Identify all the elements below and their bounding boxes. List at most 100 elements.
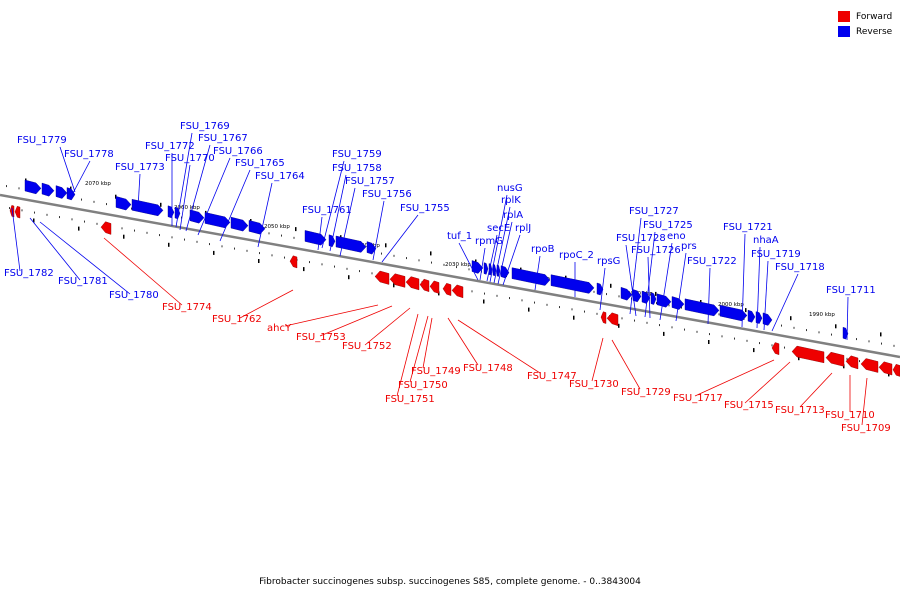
reverse-gene-arrow	[641, 290, 651, 304]
gene-label-forward: FSU_1749	[411, 366, 461, 377]
gene-label-reverse: secE	[487, 223, 510, 234]
scale-label: 2010 kbp	[627, 291, 653, 297]
reverse-gene-arrow	[41, 182, 55, 197]
gene-label-reverse: rplK	[501, 195, 521, 206]
tick-dot	[21, 209, 23, 212]
reverse-gene-arrow	[204, 212, 231, 229]
gene-label-forward: FSU_1717	[673, 393, 723, 404]
tick-dot	[59, 216, 60, 219]
reverse-gene-arrow	[500, 265, 510, 279]
forward-gene-arrow	[825, 351, 845, 367]
gene-label-reverse: rpoC_2	[559, 250, 594, 261]
leader-line	[239, 289, 294, 319]
leader-line	[71, 160, 91, 196]
leader-line	[29, 217, 81, 281]
tick-dot	[831, 333, 832, 336]
leader-line	[591, 337, 604, 382]
reverse-gene-arrow	[131, 199, 164, 217]
reverse-gene-arrow	[66, 187, 76, 201]
tick-major	[663, 331, 665, 336]
scale-label: 1990 kbp	[809, 312, 835, 318]
leader-line	[744, 361, 791, 404]
leader-line	[329, 174, 347, 252]
leader-line	[694, 359, 775, 397]
tick-major	[213, 250, 215, 255]
leader-line	[502, 234, 521, 286]
tick-major	[708, 340, 710, 344]
leader-line	[599, 267, 606, 311]
tick-dot	[209, 243, 210, 246]
tick-dot	[293, 236, 295, 239]
forward-gene-arrow	[606, 312, 619, 327]
gene-label-reverse: FSU_1782	[4, 268, 54, 279]
tick-dot	[818, 331, 820, 334]
tick-major	[385, 243, 387, 248]
forward-gene-arrow	[429, 280, 440, 294]
leader-line	[11, 207, 21, 272]
forward-gene-arrow	[442, 283, 452, 296]
tick-dot	[746, 339, 748, 342]
tick-dot	[859, 360, 860, 363]
tick-dot	[284, 256, 285, 259]
gene-label-forward: FSU_1710	[825, 410, 875, 421]
tick-major	[528, 307, 530, 312]
gene-label-reverse: FSU_1727	[629, 206, 679, 217]
leader-line	[339, 187, 356, 257]
gene-label-reverse: FSU_1770	[165, 153, 215, 164]
leader-line	[319, 305, 393, 337]
leader-line	[185, 144, 211, 232]
tick-major	[655, 291, 657, 296]
gene-label-forward: FSU_1752	[342, 341, 392, 352]
tick-dot	[246, 249, 248, 252]
gene-label-reverse: prs	[681, 241, 697, 252]
leader-line	[59, 146, 76, 193]
gene-label-forward: FSU_1762	[212, 314, 262, 325]
tick-dot	[84, 220, 85, 223]
leader-line	[137, 173, 141, 209]
gene-label-reverse: FSU_1773	[115, 162, 165, 173]
gene-label-reverse: FSU_1718	[775, 262, 825, 273]
tick-major	[258, 259, 260, 263]
reverse-gene-arrow	[483, 262, 489, 275]
tick-dot	[646, 321, 648, 324]
tick-dot	[234, 247, 235, 250]
leader-line	[489, 194, 508, 283]
tick-dot	[659, 324, 660, 327]
forward-swatch	[838, 11, 850, 22]
gene-label-reverse: rplA	[503, 210, 523, 221]
tick-dot	[171, 236, 173, 239]
leader-line	[497, 221, 513, 285]
tick-dot	[634, 319, 635, 322]
reverse-gene-arrow	[684, 298, 720, 317]
gene-label-forward: FSU_1774	[162, 302, 212, 313]
tick-dot	[321, 263, 323, 266]
reverse-gene-arrow	[719, 304, 748, 322]
tick-dot	[334, 265, 335, 268]
forward-gene-arrow	[878, 361, 893, 376]
tick-dot	[359, 270, 360, 273]
leader-line	[629, 217, 642, 315]
forward-gene-arrow	[389, 273, 406, 288]
tick-dot	[709, 333, 710, 336]
tick-major	[745, 308, 747, 313]
gene-label-reverse: FSU_1779	[17, 135, 67, 146]
tick-dot	[771, 344, 773, 347]
reverse-gene-arrow	[24, 179, 42, 195]
leader-line	[647, 256, 651, 319]
legend-label-forward: Forward	[856, 11, 893, 22]
tick-dot	[393, 254, 395, 257]
tick-dot	[656, 302, 657, 305]
tick-major	[168, 242, 170, 247]
leader-line	[284, 304, 379, 327]
tick-dot	[621, 317, 623, 320]
tick-dot	[406, 257, 407, 260]
tick-major	[393, 283, 395, 288]
leader-line	[486, 234, 498, 282]
gene-label-reverse: FSU_1772	[145, 141, 195, 152]
leader-line	[257, 182, 273, 248]
reverse-gene-arrow	[596, 282, 604, 296]
tick-dot	[146, 231, 148, 234]
tick-dot	[793, 326, 795, 329]
tick-dot	[593, 290, 595, 293]
